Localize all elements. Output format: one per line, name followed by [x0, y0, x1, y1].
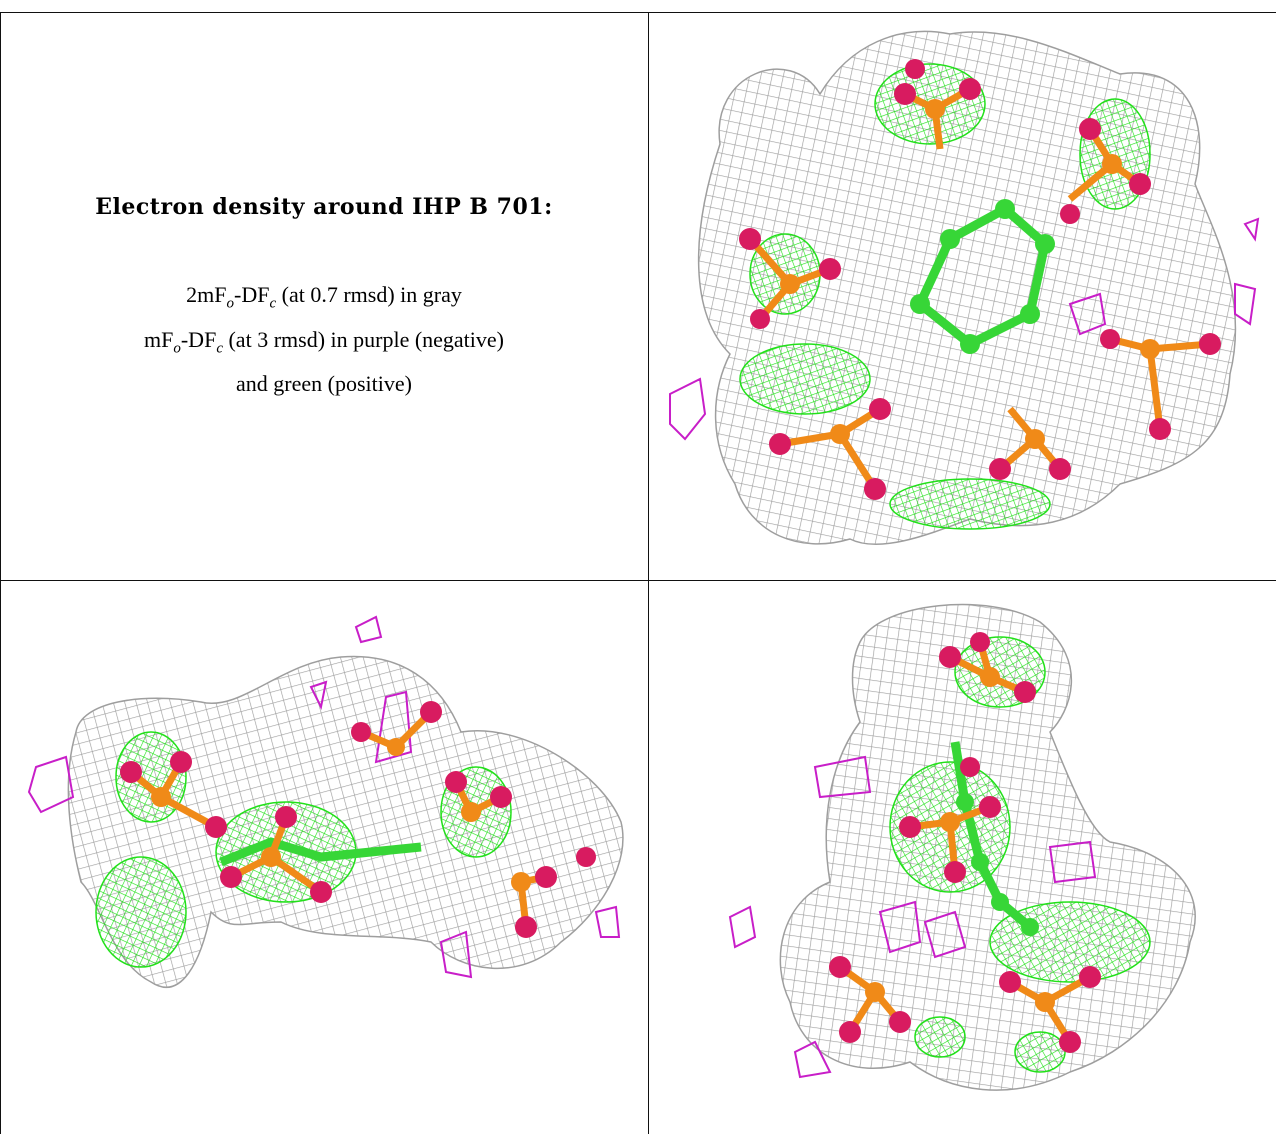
purple-density-1 — [728, 905, 757, 949]
green-density-5 — [1014, 1031, 1066, 1073]
purple-density-4 — [923, 910, 967, 959]
density-render-bottom-right — [728, 603, 1196, 1091]
phosphorus-atoms — [865, 667, 1055, 1012]
density-view-bottom-left — [1, 582, 647, 1134]
caption-panel: Electron density around IHP B 701: 2mFo-… — [0, 12, 648, 580]
green-density-4 — [95, 856, 187, 968]
phosphorus-atoms — [780, 99, 1160, 449]
purple-density-3 — [878, 900, 922, 954]
purple-density-3 — [1234, 282, 1257, 326]
purple-density-2 — [354, 615, 383, 644]
caption-line-3: and green (positive) — [236, 370, 412, 396]
purple-density-2 — [1068, 292, 1107, 336]
purple-density-2 — [793, 1040, 832, 1079]
purple-density-6 — [813, 755, 872, 799]
oxygen-atoms — [739, 59, 1221, 500]
density-render-top-right — [669, 30, 1260, 546]
oxygen-atoms — [120, 701, 596, 938]
green-density-4 — [914, 1016, 966, 1058]
density-view-bottom-right — [650, 582, 1276, 1134]
purple-density-6 — [594, 905, 621, 938]
purple-density-5 — [439, 930, 473, 979]
inositol-ring — [219, 837, 422, 867]
gray-density-mesh — [67, 655, 624, 988]
density-view-top-right — [650, 14, 1276, 579]
density-render-bottom-left — [27, 615, 624, 988]
purple-density-1 — [27, 755, 75, 814]
caption-line-1: 2mFo-DFc (at 0.7 rmsd) in gray — [186, 282, 462, 312]
divider-vertical — [648, 12, 649, 1134]
carbon-atoms — [956, 793, 1039, 936]
divider-horizontal — [0, 580, 1276, 581]
caption-line-2: mFo-DFc (at 3 rmsd) in purple (negative) — [144, 326, 504, 356]
purple-density-5 — [1048, 840, 1097, 884]
purple-density-3 — [309, 680, 328, 711]
caption-title: Electron density around IHP B 701: — [95, 194, 553, 221]
border-left — [0, 12, 1, 1134]
phosphorus-atoms — [151, 738, 531, 892]
purple-density-1 — [669, 377, 707, 441]
border-top — [0, 12, 1276, 13]
purple-density-4 — [1243, 217, 1260, 242]
oxygen-atoms — [829, 632, 1101, 1053]
carbon-atoms — [910, 199, 1055, 354]
green-density-5 — [889, 478, 1051, 530]
green-density-4 — [739, 343, 871, 415]
